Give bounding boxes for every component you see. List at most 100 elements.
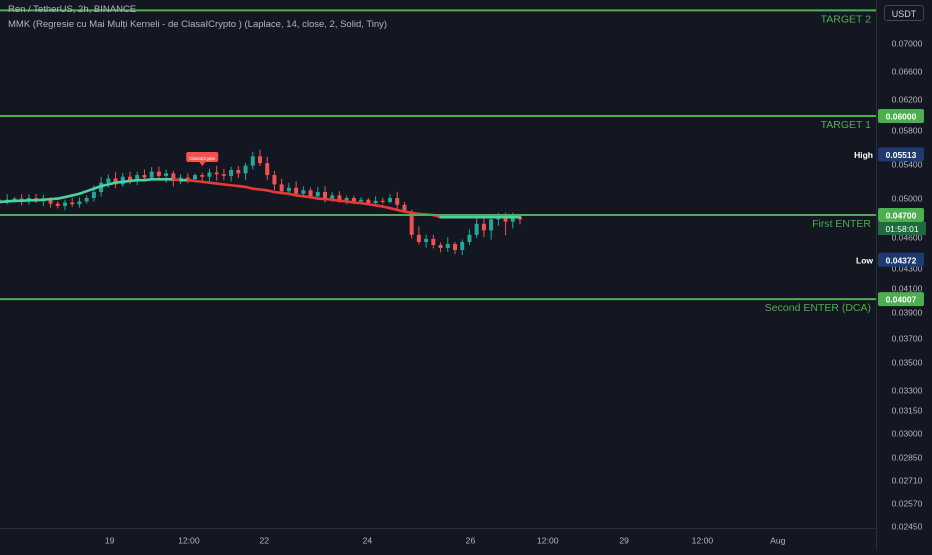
price-tick-label: 0.02450 bbox=[892, 522, 923, 532]
level-price-tag bbox=[878, 109, 924, 123]
price-axis[interactable]: 0.07000 0.06600 0.06200 0.05800 0.05400 0.050… bbox=[876, 0, 932, 550]
candle-body bbox=[308, 190, 313, 197]
candle-body bbox=[337, 195, 342, 201]
price-tick-label: 0.03000 bbox=[892, 429, 923, 439]
candle-body bbox=[402, 204, 407, 212]
candle-body bbox=[481, 223, 486, 231]
candle-body bbox=[258, 156, 262, 164]
candle-body bbox=[359, 199, 364, 202]
candle-body bbox=[395, 198, 400, 205]
time-tick-label: 12:00 bbox=[178, 535, 200, 545]
candle-body bbox=[70, 202, 75, 205]
candle-body bbox=[373, 200, 378, 204]
candle-body bbox=[106, 178, 111, 183]
candle-body bbox=[431, 239, 436, 245]
candle-body bbox=[294, 187, 299, 194]
candle-body bbox=[424, 239, 429, 242]
level-label: First ENTER bbox=[812, 218, 871, 230]
candle-body bbox=[467, 234, 472, 242]
price-tick-label: 0.07000 bbox=[892, 39, 923, 49]
signal-label-box bbox=[186, 152, 219, 163]
candle-body bbox=[344, 198, 349, 201]
candle-body bbox=[445, 244, 450, 248]
candle-body bbox=[84, 198, 89, 202]
level-label: TARGET 2 bbox=[821, 13, 872, 25]
candle-body bbox=[149, 171, 154, 178]
candle-body bbox=[265, 163, 270, 176]
candle-body bbox=[55, 203, 60, 206]
price-tick-label: 0.04600 bbox=[892, 233, 923, 243]
candle-body bbox=[193, 175, 197, 180]
candle-body bbox=[200, 175, 205, 177]
candle-body bbox=[207, 172, 212, 177]
candle-body bbox=[388, 198, 392, 202]
candle-body bbox=[185, 177, 190, 180]
candle-body bbox=[330, 195, 335, 199]
price-tick-label: 0.06200 bbox=[892, 95, 923, 105]
price-tick-label: 0.05000 bbox=[892, 194, 923, 204]
candle-body bbox=[489, 219, 494, 231]
price-tick-label: 0.03900 bbox=[892, 308, 923, 318]
level-price-tag-text: 0.04700 bbox=[886, 211, 917, 221]
candle-body bbox=[301, 190, 306, 194]
marker-label-bg bbox=[848, 147, 876, 162]
countdown-box bbox=[878, 222, 926, 235]
candle-body bbox=[409, 211, 414, 235]
price-chart-area[interactable]: ClasaICrypto TARGET 2 TARGET 1 First ENTER S… bbox=[0, 0, 876, 528]
marker-label: High bbox=[854, 150, 873, 160]
signal-label-pointer bbox=[199, 162, 206, 167]
time-tick-label: 12:00 bbox=[537, 535, 559, 545]
candle-body bbox=[416, 234, 421, 242]
level-label: TARGET 1 bbox=[821, 119, 872, 131]
price-tick-label: 0.06600 bbox=[892, 67, 923, 77]
candle-body bbox=[156, 171, 161, 176]
candle-body bbox=[12, 198, 17, 200]
candle-body bbox=[229, 169, 234, 176]
time-tick-label: Aug bbox=[770, 535, 785, 545]
candle-body bbox=[438, 245, 443, 248]
level-label: Second ENTER (DCA) bbox=[765, 302, 871, 314]
countdown-text: 01:58:01 bbox=[885, 224, 918, 234]
time-tick-label: 22 bbox=[259, 535, 269, 545]
marker-price-tag bbox=[878, 147, 924, 162]
marker-price-tag bbox=[878, 252, 924, 267]
time-axis[interactable]: 19 12:00 22 24 26 12:00 29 12:00 Aug bbox=[0, 528, 876, 550]
price-tick-label: 0.04300 bbox=[892, 264, 923, 274]
candle-body bbox=[214, 172, 219, 175]
candle-body bbox=[474, 223, 479, 235]
level-price-tag bbox=[878, 292, 924, 307]
time-tick-label: 19 bbox=[105, 535, 115, 545]
marker-label-bg bbox=[848, 252, 876, 267]
candle-body bbox=[63, 202, 67, 206]
price-tick-label: 0.02570 bbox=[892, 499, 923, 509]
marker-label: Low bbox=[856, 255, 873, 265]
candle-body bbox=[380, 200, 385, 202]
candle-body bbox=[128, 176, 132, 181]
candle-body bbox=[272, 175, 277, 185]
candle-body bbox=[279, 184, 284, 192]
candle-body bbox=[243, 165, 248, 174]
time-tick-label: 24 bbox=[363, 535, 373, 545]
candle-body bbox=[366, 199, 371, 204]
level-price-tag bbox=[878, 208, 924, 222]
candle-body bbox=[77, 201, 82, 205]
time-tick-label: 12:00 bbox=[692, 535, 714, 545]
candle-body bbox=[142, 175, 147, 178]
symbol-line: Ren / TetherUS, 2h, BINANCE bbox=[8, 4, 137, 15]
level-price-tag-text: 0.06000 bbox=[886, 112, 917, 122]
candle-body bbox=[48, 199, 53, 204]
time-tick-label: 26 bbox=[466, 535, 476, 545]
candle-body bbox=[250, 156, 255, 166]
price-tick-label: 0.05400 bbox=[892, 160, 923, 170]
candle-body bbox=[135, 175, 140, 181]
candle-body bbox=[221, 174, 226, 176]
price-tick-label: 0.03150 bbox=[892, 406, 923, 416]
currency-button[interactable]: USDT bbox=[884, 5, 924, 21]
indicator-line[interactable]: MMK (Regresie cu Mai Mulți Kerneli - de … bbox=[8, 19, 388, 30]
marker-price-tag-text: 0.05513 bbox=[886, 150, 917, 160]
candle-body bbox=[351, 198, 356, 202]
level-price-tag-text: 0.04007 bbox=[886, 295, 917, 305]
marker-price-tag-text: 0.04372 bbox=[886, 255, 917, 265]
price-tick-label: 0.02850 bbox=[892, 453, 923, 463]
candle-body bbox=[91, 192, 96, 198]
